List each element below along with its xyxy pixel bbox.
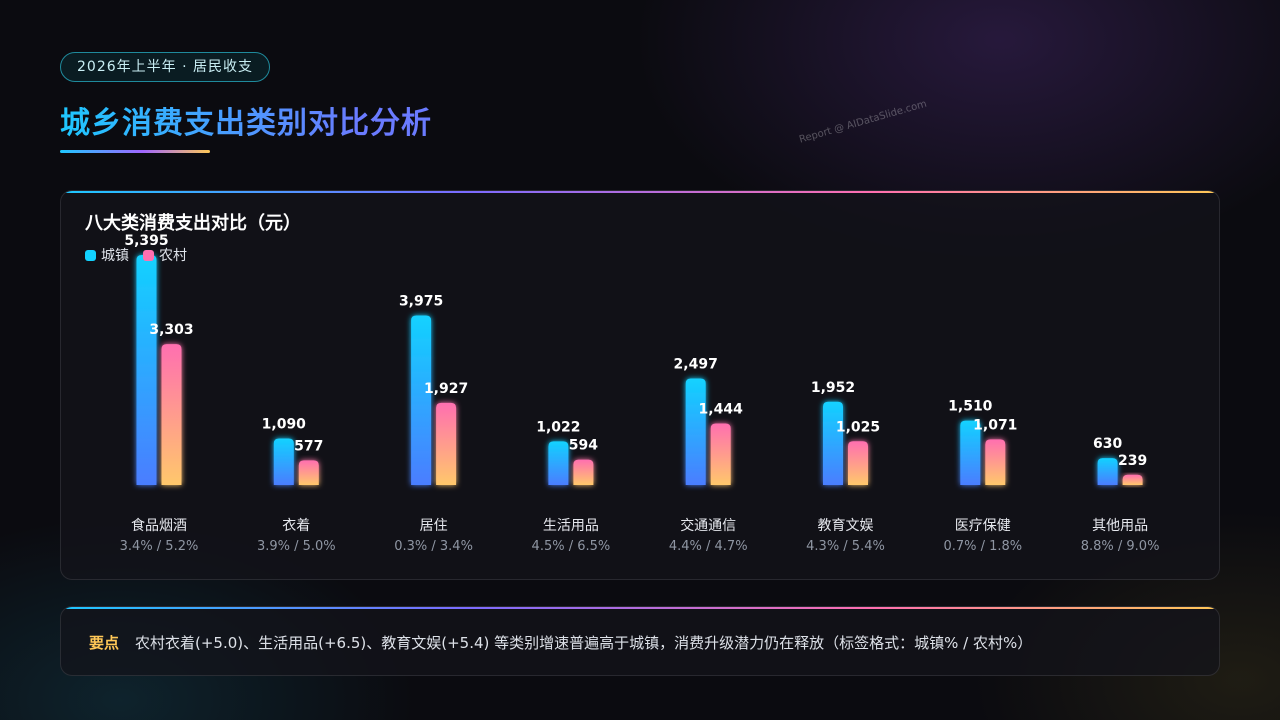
bar-urban-0: [136, 255, 157, 485]
legend-item-rural: 农村: [143, 245, 187, 265]
category-label-0: 食品烟酒: [131, 517, 187, 534]
value-label-rural-3: 594: [569, 438, 598, 454]
chart-card: 5,395 3,303 食品烟酒 3.4% / 5.2% 1,090 577 衣着 3.9% …: [60, 190, 1220, 580]
category-label-1: 衣着: [282, 518, 310, 534]
value-label-rural-6: 1,071: [973, 417, 1017, 433]
bar-urban-6: [960, 420, 981, 485]
value-label-rural-1: 577: [294, 438, 323, 454]
bar-urban-1: [273, 438, 294, 485]
value-label-urban-1: 1,090: [262, 417, 307, 433]
category-label-3: 生活用品: [543, 518, 599, 534]
growth-label-1: 3.9% / 5.0%: [257, 539, 336, 554]
key-point-card: 要点 农村衣着(+5.0)、生活用品(+6.5)、教育文娱(+5.4) 等类别增…: [60, 606, 1220, 676]
growth-label-4: 4.4% / 4.7%: [669, 539, 748, 554]
legend-swatch-urban: [85, 249, 96, 261]
bar-rural-3: [573, 459, 594, 485]
bar-urban-2: [411, 315, 432, 485]
bar-urban-3: [548, 441, 569, 485]
key-point-text: 农村衣着(+5.0)、生活用品(+6.5)、教育文娱(+5.4) 等类别增速普遍…: [135, 634, 1033, 652]
value-label-urban-7: 630: [1093, 436, 1122, 452]
watermark: Report @ AIDataSlide.com: [798, 98, 929, 146]
bar-rural-7: [1122, 474, 1143, 485]
growth-label-7: 8.8% / 9.0%: [1081, 539, 1160, 554]
title-underline: [60, 150, 210, 153]
bar-rural-2: [436, 402, 457, 485]
bar-rural-1: [298, 460, 319, 485]
bar-rural-4: [710, 423, 731, 485]
legend-item-urban: 城镇: [85, 245, 129, 265]
bar-urban-7: [1097, 458, 1118, 485]
value-label-urban-6: 1,510: [948, 399, 993, 415]
period-tag: 2026年上半年 · 居民收支: [60, 52, 270, 82]
category-label-7: 其他用品: [1092, 518, 1148, 534]
bar-rural-5: [848, 441, 868, 485]
growth-label-5: 4.3% / 5.4%: [806, 539, 885, 554]
category-label-2: 居住: [420, 518, 448, 534]
category-label-4: 交通通信: [680, 517, 736, 534]
category-label-6: 医疗保健: [955, 518, 1011, 534]
value-label-urban-4: 2,497: [674, 357, 718, 373]
chart-title: 八大类消费支出对比（元）: [85, 213, 301, 234]
page-title: 城乡消费支出类别对比分析: [60, 98, 432, 142]
key-point-label: 要点: [89, 634, 120, 652]
value-label-urban-0: 5,395: [124, 233, 168, 249]
legend-label-rural: 农村: [159, 248, 187, 264]
growth-label-3: 4.5% / 6.5%: [532, 539, 611, 554]
bar-urban-4: [685, 378, 706, 485]
value-label-urban-3: 1,022: [536, 419, 580, 435]
category-label-5: 教育文娱: [818, 518, 874, 534]
growth-label-6: 0.7% / 1.8%: [943, 539, 1022, 554]
value-label-rural-5: 1,025: [836, 419, 880, 435]
value-label-urban-5: 1,952: [811, 380, 855, 396]
bar-rural-0: [161, 344, 182, 485]
growth-label-2: 0.3% / 3.4%: [394, 539, 473, 554]
bar-urban-5: [823, 401, 843, 485]
value-label-rural-0: 3,303: [149, 322, 193, 338]
bar-chart: 5,395 3,303 食品烟酒 3.4% / 5.2% 1,090 577 衣着 3.9% …: [120, 233, 1160, 554]
growth-label-0: 3.4% / 5.2%: [120, 539, 199, 554]
bar-rural-6: [985, 439, 1006, 485]
value-label-urban-2: 3,975: [399, 294, 443, 310]
legend-label-urban: 城镇: [101, 248, 129, 264]
value-label-rural-7: 239: [1118, 453, 1147, 469]
value-label-rural-4: 1,444: [699, 401, 744, 417]
legend-swatch-rural: [143, 249, 154, 261]
chart-legend: 城镇 农村: [85, 245, 187, 265]
value-label-rural-2: 1,927: [424, 381, 468, 397]
